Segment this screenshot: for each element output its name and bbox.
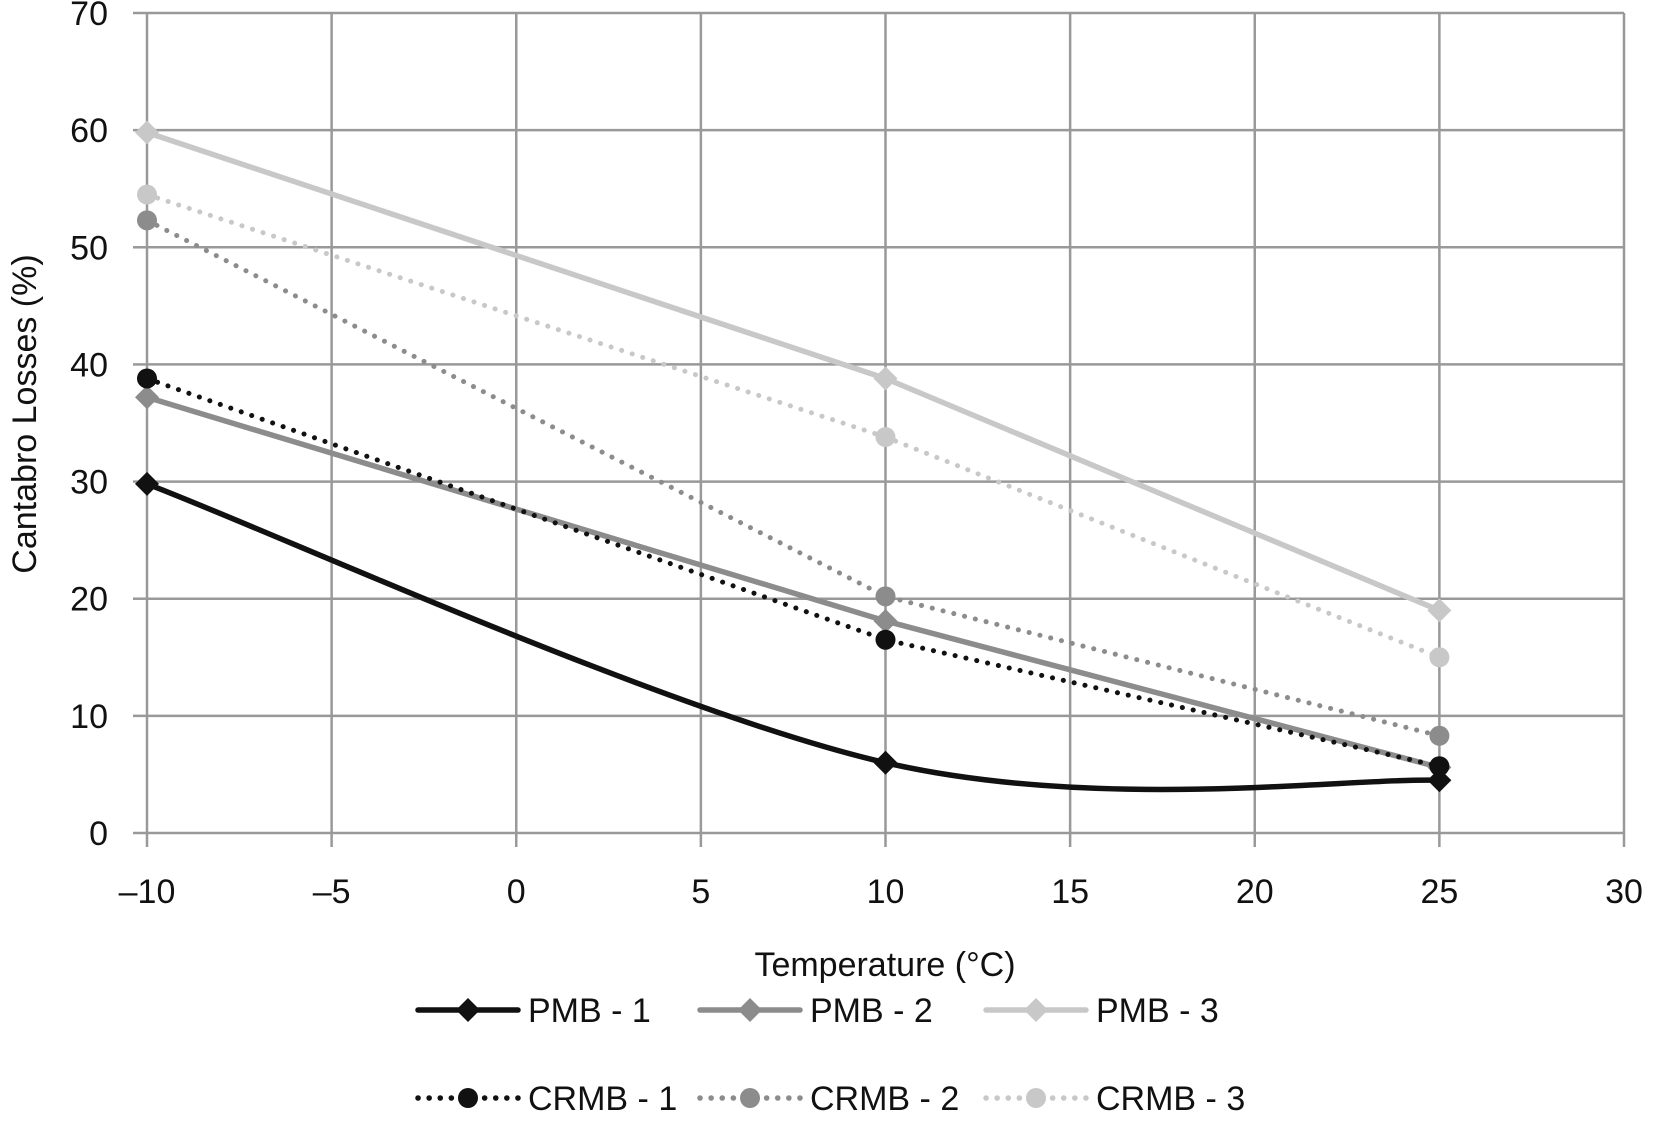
y-tick-label: 20: [70, 581, 108, 619]
series-pmb-3: [135, 120, 1452, 623]
legend-marker: [740, 1088, 760, 1108]
legend-item: CRMB - 1: [415, 1080, 677, 1118]
legend-item: PMB - 3: [983, 992, 1219, 1030]
x-tick-label: 10: [867, 873, 905, 911]
y-axis-title: Cantabro Losses (%): [6, 254, 44, 573]
x-tick-label: 20: [1236, 873, 1274, 911]
legend-label: CRMB - 3: [1096, 1080, 1245, 1118]
y-tick-label: 30: [70, 464, 108, 502]
x-tick-label: 0: [507, 873, 526, 911]
series-line: [144, 481, 1443, 793]
data-point: [1429, 647, 1450, 668]
x-tick-label: –5: [313, 873, 351, 911]
data-point: [135, 471, 159, 496]
x-axis-ticks: –10 –5 0 5 10 15 20 25 30: [119, 873, 1643, 911]
data-point: [1427, 598, 1452, 623]
legend-item: PMB - 1: [415, 992, 651, 1030]
x-tick-label: –10: [119, 873, 176, 911]
y-tick-label: 40: [70, 346, 108, 384]
legend-item: CRMB - 3: [983, 1080, 1245, 1118]
series-line: [144, 375, 1442, 769]
data-point: [137, 368, 157, 389]
y-tick-label: 60: [70, 112, 108, 150]
x-tick-label: 5: [691, 873, 710, 911]
data-point: [137, 210, 157, 231]
x-tick-label: 25: [1420, 873, 1458, 911]
series-line: [144, 192, 1442, 660]
legend-label: PMB - 3: [1096, 992, 1219, 1030]
x-tick-label: 30: [1605, 873, 1643, 911]
data-point: [1429, 725, 1450, 746]
series-line: [144, 129, 1443, 614]
series-crmb-3: [137, 184, 1450, 668]
y-tick-label: 10: [70, 698, 108, 736]
y-tick-label: 0: [89, 815, 108, 853]
y-axis-ticks: 0 10 20 30 40 50 60 70: [70, 0, 108, 853]
data-point: [873, 608, 898, 633]
data-point: [1427, 768, 1452, 793]
y-tick-label: 50: [70, 229, 108, 267]
data-point: [1429, 756, 1450, 777]
y-tick-label: 70: [70, 0, 108, 33]
legend: PMB - 1 PMB - 2 PMB - 3 CRMB - 1 CRMB - 2 CRM…: [415, 992, 1245, 1118]
x-axis-title: Temperature (°C): [754, 946, 1015, 984]
series-pmb-1: [135, 471, 1452, 793]
legend-marker: [1024, 998, 1048, 1022]
data-point: [137, 184, 157, 205]
data-point: [135, 120, 159, 145]
series-crmb-2: [137, 210, 1450, 746]
legend-marker: [1026, 1088, 1046, 1108]
series-layer: [135, 120, 1452, 793]
data-point: [873, 366, 898, 391]
legend-label: CRMB - 2: [810, 1080, 959, 1118]
data-point: [875, 586, 896, 607]
legend-marker: [456, 998, 480, 1022]
data-point: [875, 427, 896, 448]
legend-item: PMB - 2: [697, 992, 933, 1030]
legend-label: PMB - 2: [810, 992, 933, 1030]
legend-marker: [458, 1088, 478, 1108]
legend-marker: [738, 998, 762, 1022]
legend-item: CRMB - 2: [697, 1080, 959, 1118]
x-tick-label: 15: [1051, 873, 1089, 911]
legend-label: CRMB - 1: [528, 1080, 677, 1118]
data-point: [875, 629, 896, 650]
series-crmb-1: [137, 368, 1450, 777]
data-point: [135, 385, 159, 410]
data-point: [873, 750, 898, 775]
series-line: [144, 217, 1442, 739]
legend-label: PMB - 1: [528, 992, 651, 1030]
